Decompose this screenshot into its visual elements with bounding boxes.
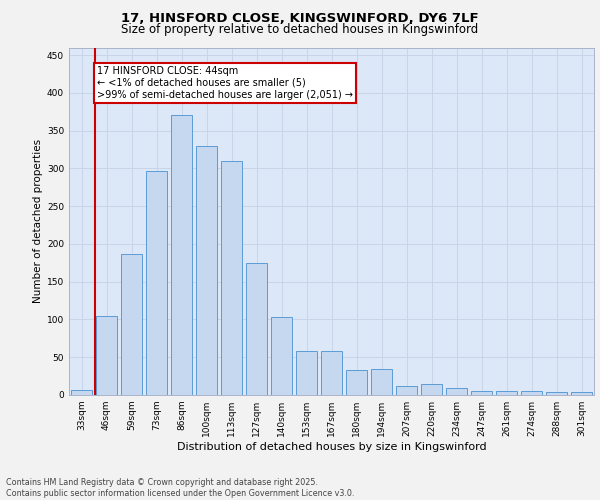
Bar [196, 146, 217, 395]
Bar [446, 388, 467, 395]
Bar [421, 384, 442, 395]
Bar [146, 170, 167, 395]
Bar [571, 392, 592, 395]
Text: 17 HINSFORD CLOSE: 44sqm
← <1% of detached houses are smaller (5)
>99% of semi-d: 17 HINSFORD CLOSE: 44sqm ← <1% of detach… [97, 66, 353, 100]
Bar [546, 392, 567, 395]
Text: 17, HINSFORD CLOSE, KINGSWINFORD, DY6 7LF: 17, HINSFORD CLOSE, KINGSWINFORD, DY6 7L… [121, 12, 479, 26]
Bar [71, 390, 92, 395]
Bar [371, 370, 392, 395]
Bar [521, 391, 542, 395]
Bar [221, 161, 242, 395]
Bar [396, 386, 417, 395]
Bar [271, 317, 292, 395]
X-axis label: Distribution of detached houses by size in Kingswinford: Distribution of detached houses by size … [176, 442, 487, 452]
Bar [471, 391, 492, 395]
Bar [496, 391, 517, 395]
Bar [321, 351, 342, 395]
Text: Contains HM Land Registry data © Crown copyright and database right 2025.
Contai: Contains HM Land Registry data © Crown c… [6, 478, 355, 498]
Text: Size of property relative to detached houses in Kingswinford: Size of property relative to detached ho… [121, 22, 479, 36]
Bar [346, 370, 367, 395]
Bar [96, 316, 117, 395]
Bar [246, 263, 267, 395]
Bar [296, 351, 317, 395]
Bar [171, 116, 192, 395]
Y-axis label: Number of detached properties: Number of detached properties [33, 139, 43, 304]
Bar [121, 254, 142, 395]
